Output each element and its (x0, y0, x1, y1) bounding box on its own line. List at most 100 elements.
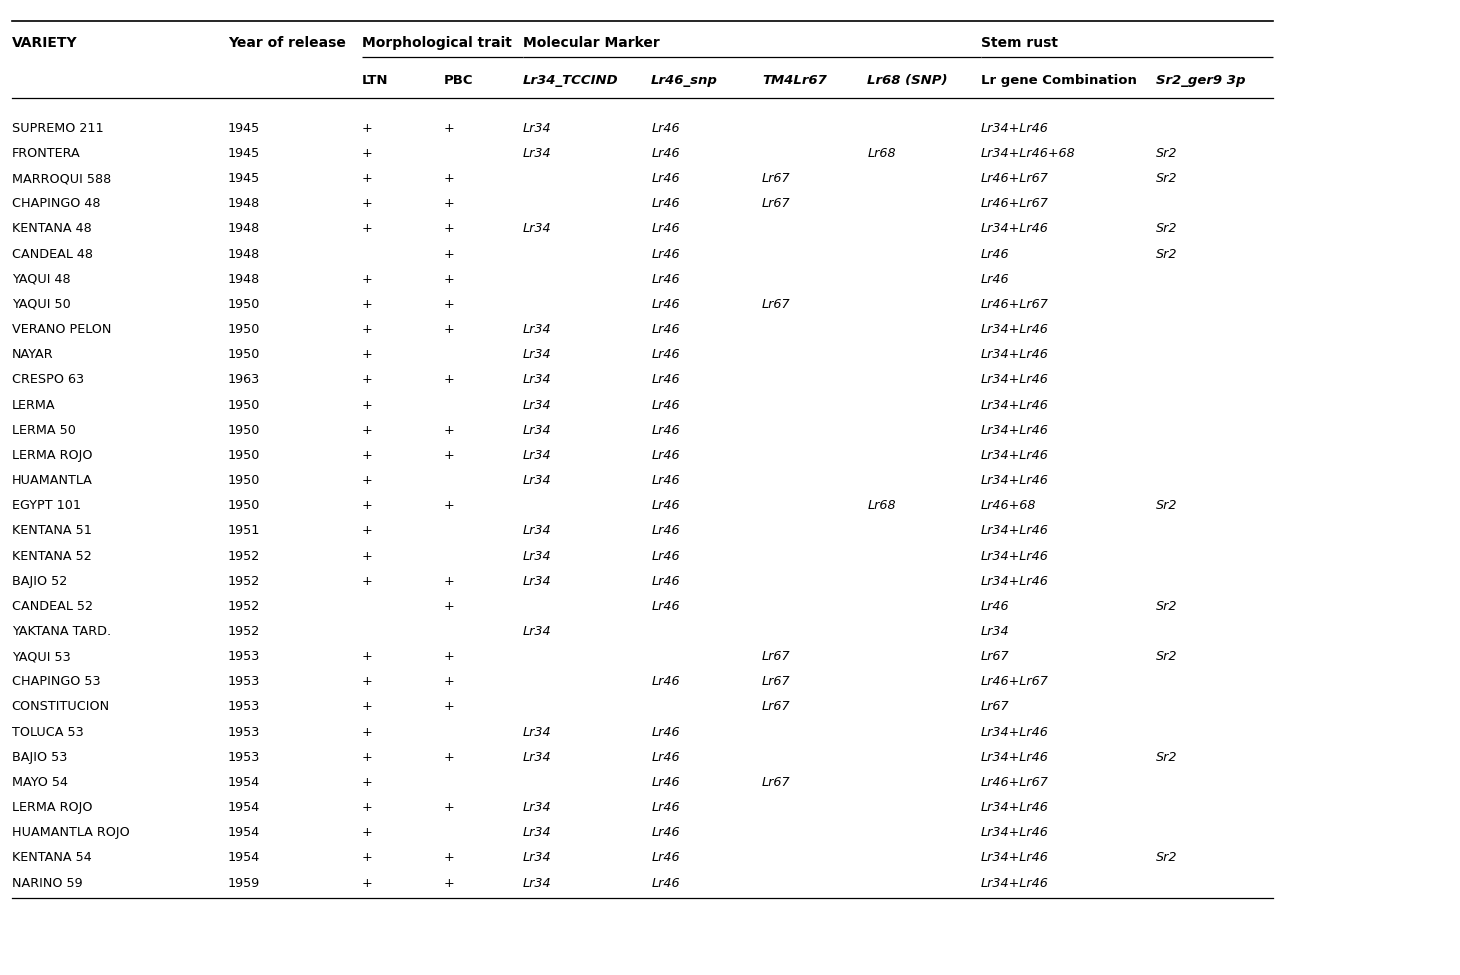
Text: Lr68: Lr68 (867, 499, 896, 512)
Text: Lr46: Lr46 (981, 273, 1010, 286)
Text: Sr2: Sr2 (1156, 650, 1178, 663)
Text: Lr34: Lr34 (523, 574, 552, 588)
Text: +: + (362, 197, 372, 211)
Text: Lr34: Lr34 (523, 801, 552, 814)
Text: Lr34: Lr34 (523, 122, 552, 135)
Text: +: + (444, 298, 454, 311)
Text: Molecular Marker: Molecular Marker (523, 36, 660, 50)
Text: Sr2: Sr2 (1156, 222, 1178, 236)
Text: 1950: 1950 (228, 448, 260, 462)
Text: 1945: 1945 (228, 173, 260, 185)
Text: +: + (362, 751, 372, 763)
Text: Lr46: Lr46 (651, 147, 680, 160)
Text: Lr67: Lr67 (762, 197, 791, 211)
Text: CHAPINGO 53: CHAPINGO 53 (12, 676, 101, 688)
Text: LERMA ROJO: LERMA ROJO (12, 448, 92, 462)
Text: +: + (362, 474, 372, 488)
Text: SUPREMO 211: SUPREMO 211 (12, 122, 104, 135)
Text: Lr34: Lr34 (523, 222, 552, 236)
Text: 1953: 1953 (228, 676, 260, 688)
Text: TM4Lr67: TM4Lr67 (762, 74, 826, 87)
Text: 1953: 1953 (228, 650, 260, 663)
Text: 1954: 1954 (228, 776, 260, 789)
Text: Lr46: Lr46 (651, 676, 680, 688)
Text: Lr67: Lr67 (762, 776, 791, 789)
Text: 1950: 1950 (228, 474, 260, 488)
Text: LERMA: LERMA (12, 399, 55, 411)
Text: +: + (444, 122, 454, 135)
Text: Lr46: Lr46 (651, 323, 680, 336)
Text: Lr46+Lr67: Lr46+Lr67 (981, 776, 1048, 789)
Text: +: + (362, 650, 372, 663)
Text: +: + (444, 273, 454, 286)
Text: NARINO 59: NARINO 59 (12, 877, 82, 889)
Text: 1948: 1948 (228, 222, 260, 236)
Text: Lr46: Lr46 (651, 298, 680, 311)
Text: TOLUCA 53: TOLUCA 53 (12, 725, 83, 739)
Text: YAQUI 53: YAQUI 53 (12, 650, 70, 663)
Text: Lr46: Lr46 (651, 197, 680, 211)
Text: 1945: 1945 (228, 147, 260, 160)
Text: +: + (362, 424, 372, 437)
Text: KENTANA 52: KENTANA 52 (12, 550, 92, 563)
Text: 1950: 1950 (228, 298, 260, 311)
Text: Lr34: Lr34 (523, 877, 552, 889)
Text: Lr46+Lr67: Lr46+Lr67 (981, 197, 1048, 211)
Text: VARIETY: VARIETY (12, 36, 77, 50)
Text: +: + (444, 851, 454, 865)
Text: Lr46: Lr46 (651, 273, 680, 286)
Text: 1963: 1963 (228, 373, 260, 386)
Text: CHAPINGO 48: CHAPINGO 48 (12, 197, 101, 211)
Text: Lr34: Lr34 (523, 399, 552, 411)
Text: +: + (362, 700, 372, 714)
Text: +: + (362, 348, 372, 362)
Text: Lr34+Lr46: Lr34+Lr46 (981, 801, 1048, 814)
Text: Lr46: Lr46 (651, 122, 680, 135)
Text: Lr46: Lr46 (651, 173, 680, 185)
Text: Lr46: Lr46 (651, 801, 680, 814)
Text: +: + (362, 173, 372, 185)
Text: 1953: 1953 (228, 700, 260, 714)
Text: Lr46: Lr46 (651, 600, 680, 613)
Text: +: + (444, 650, 454, 663)
Text: Lr46: Lr46 (651, 877, 680, 889)
Text: Year of release: Year of release (228, 36, 346, 50)
Text: +: + (362, 877, 372, 889)
Text: Lr46: Lr46 (651, 424, 680, 437)
Text: Lr34+Lr46: Lr34+Lr46 (981, 474, 1048, 488)
Text: +: + (444, 700, 454, 714)
Text: Lr34: Lr34 (523, 826, 552, 839)
Text: Lr gene Combination: Lr gene Combination (981, 74, 1137, 87)
Text: +: + (444, 222, 454, 236)
Text: +: + (362, 222, 372, 236)
Text: +: + (444, 676, 454, 688)
Text: BAJIO 52: BAJIO 52 (12, 574, 67, 588)
Text: 1953: 1953 (228, 725, 260, 739)
Text: Lr34+Lr46: Lr34+Lr46 (981, 399, 1048, 411)
Text: Lr46: Lr46 (981, 248, 1010, 260)
Text: Sr2: Sr2 (1156, 851, 1178, 865)
Text: NAYAR: NAYAR (12, 348, 54, 362)
Text: Lr67: Lr67 (762, 700, 791, 714)
Text: +: + (444, 600, 454, 613)
Text: Lr46: Lr46 (651, 399, 680, 411)
Text: Lr46+Lr67: Lr46+Lr67 (981, 676, 1048, 688)
Text: +: + (362, 776, 372, 789)
Text: +: + (362, 499, 372, 512)
Text: EGYPT 101: EGYPT 101 (12, 499, 80, 512)
Text: 1954: 1954 (228, 801, 260, 814)
Text: Lr67: Lr67 (981, 650, 1010, 663)
Text: 1951: 1951 (228, 525, 260, 537)
Text: Lr46: Lr46 (651, 348, 680, 362)
Text: MARROQUI 588: MARROQUI 588 (12, 173, 111, 185)
Text: +: + (444, 877, 454, 889)
Text: +: + (444, 751, 454, 763)
Text: Stem rust: Stem rust (981, 36, 1058, 50)
Text: 1948: 1948 (228, 197, 260, 211)
Text: Lr34+Lr46: Lr34+Lr46 (981, 448, 1048, 462)
Text: Lr46+Lr67: Lr46+Lr67 (981, 298, 1048, 311)
Text: Lr34: Lr34 (523, 373, 552, 386)
Text: +: + (362, 525, 372, 537)
Text: 1948: 1948 (228, 273, 260, 286)
Text: +: + (362, 298, 372, 311)
